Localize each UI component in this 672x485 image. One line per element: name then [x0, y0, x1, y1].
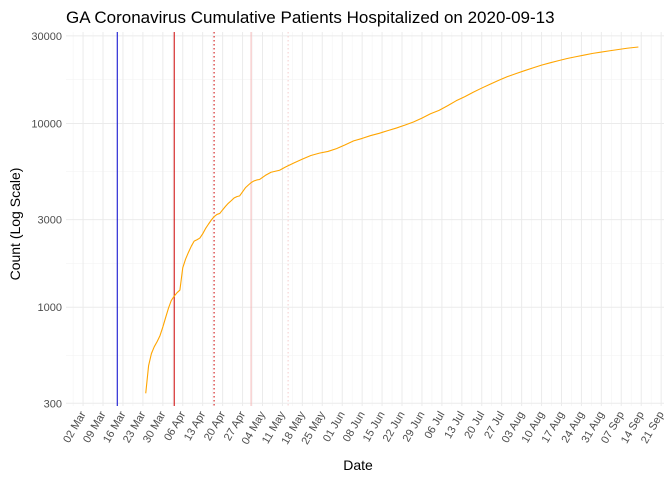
- y-tick-label: 10000: [31, 119, 62, 131]
- chart-title: GA Coronavirus Cumulative Patients Hospi…: [66, 8, 555, 27]
- series-line: [145, 46, 639, 394]
- y-tick-label: 30000: [31, 31, 62, 43]
- grid-layer: [66, 32, 664, 406]
- x-axis-title: Date: [343, 457, 373, 473]
- y-tick-label: 1000: [38, 302, 62, 314]
- y-tick-label: 300: [44, 398, 62, 410]
- series-layer: [145, 46, 639, 394]
- y-tick-label: 3000: [38, 215, 62, 227]
- reference-lines: [116, 32, 289, 406]
- y-tick-labels: 300 1000 3000 10000 30000: [31, 31, 62, 410]
- y-axis-title: Count (Log Scale): [7, 168, 23, 281]
